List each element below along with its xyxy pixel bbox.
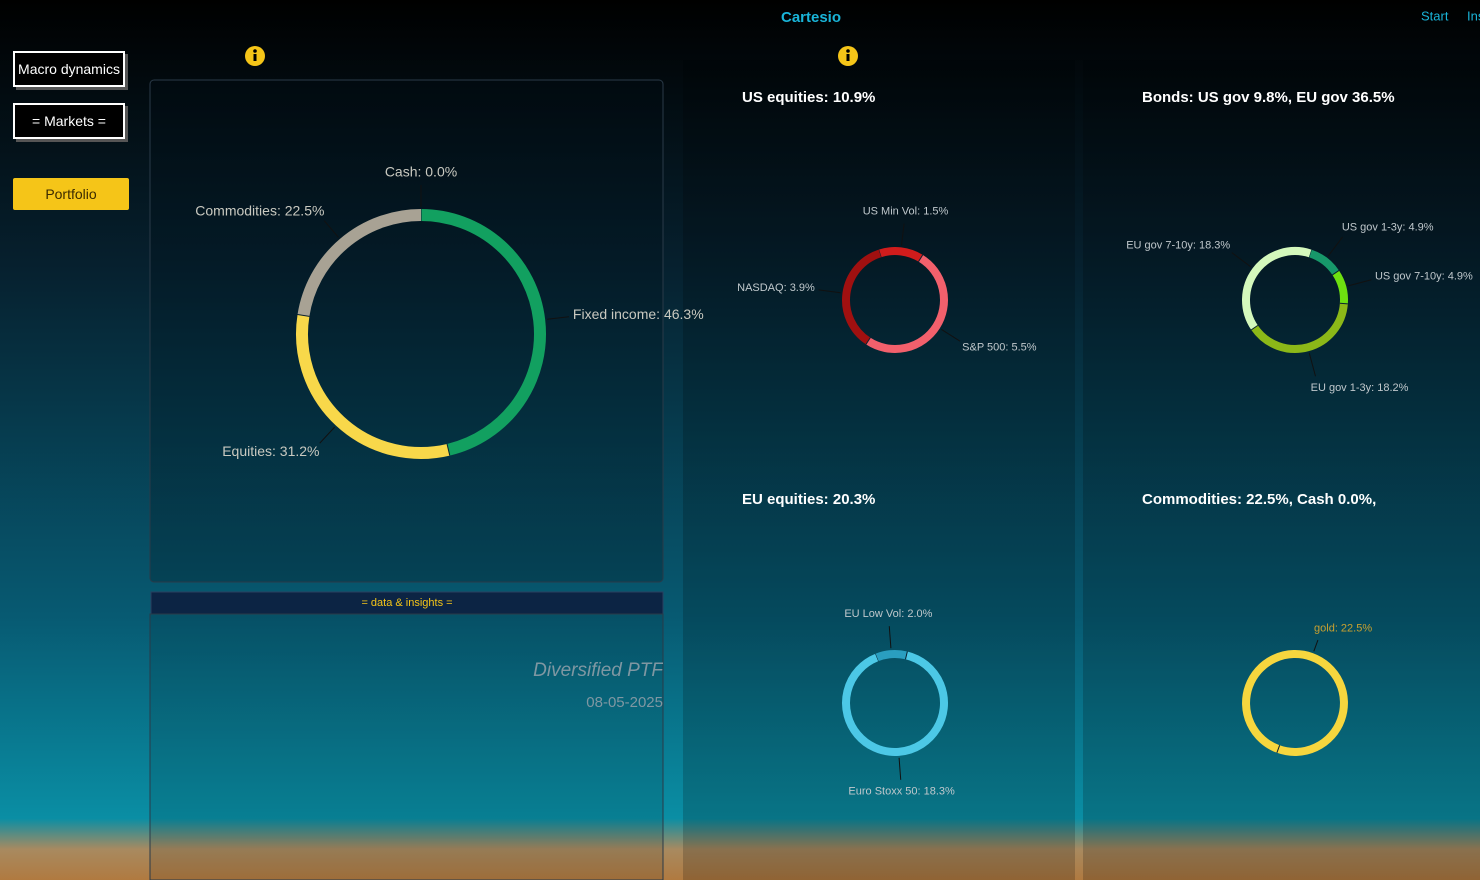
slice-label: US gov 1-3y: 4.9% <box>1342 221 1434 233</box>
leader-line <box>1231 252 1252 268</box>
leader-line <box>1308 352 1316 377</box>
slice-label: US Min Vol: 1.5% <box>863 206 949 218</box>
slice-divider <box>1276 745 1281 753</box>
donut-slice <box>1242 650 1348 756</box>
equities-column <box>683 60 1075 880</box>
leader-line <box>323 220 339 238</box>
leader-line <box>898 757 902 780</box>
slice-divider <box>865 337 871 345</box>
donut-slice <box>1242 247 1312 330</box>
donut-slice <box>875 650 908 662</box>
slice-label: EU gov 1-3y: 18.2% <box>1311 382 1409 394</box>
leader-line <box>1327 236 1343 257</box>
slice-divider <box>446 443 451 456</box>
donut-slice <box>1308 249 1339 276</box>
slice-divider <box>297 313 310 317</box>
panel-title: EU equities: 20.3% <box>742 491 875 508</box>
slice-label: gold: 22.5% <box>1314 623 1372 635</box>
slice-divider <box>1332 270 1340 276</box>
insights-tab-label[interactable]: = data & insights = <box>361 597 452 609</box>
donut-slice <box>420 209 546 456</box>
panel-title: Commodities: 22.5%, Cash 0.0%, <box>1142 491 1376 508</box>
slice-divider <box>1250 324 1259 331</box>
leader-line <box>900 223 905 246</box>
panel-title: Bonds: US gov 9.8%, EU gov 36.5% <box>1142 89 1395 106</box>
portfolio-name: Diversified PTF <box>533 660 664 681</box>
slice-divider <box>904 651 908 660</box>
slice-divider <box>1339 302 1348 305</box>
nav-button[interactable]: = Markets = <box>13 103 125 139</box>
leader-line <box>547 316 570 320</box>
leader-line <box>1348 279 1372 287</box>
slice-label: EU Low Vol: 2.0% <box>844 608 932 620</box>
donut-slice <box>878 247 923 262</box>
insights-content: Diversified PTF 08-05-2025 <box>533 660 664 711</box>
slice-label: EU gov 7-10y: 18.3% <box>1126 239 1230 251</box>
nav-link[interactable]: Start <box>1421 8 1449 23</box>
slice-label: Euro Stoxx 50: 18.3% <box>848 786 955 798</box>
slice-label: US gov 7-10y: 4.9% <box>1375 271 1473 283</box>
slice-label: NASDAQ: 3.9% <box>737 282 815 294</box>
panel-title: US equities: 10.9% <box>742 89 875 106</box>
slice-label: Fixed income: 46.3% <box>573 306 704 322</box>
donut-slice <box>297 209 422 317</box>
insights-panel <box>149 613 664 880</box>
leader-line <box>1313 639 1319 652</box>
portfolio-panel <box>149 79 664 583</box>
donut-slice <box>1251 303 1348 353</box>
donut-slice <box>296 314 450 459</box>
leader-line <box>941 329 961 342</box>
leader-line <box>888 626 892 649</box>
info-icon[interactable] <box>838 46 858 66</box>
slice-label: Cash: 0.0% <box>385 164 457 180</box>
brand[interactable]: Cartesio <box>781 9 841 26</box>
info-icon[interactable] <box>245 46 265 66</box>
slice-label: Equities: 31.2% <box>222 443 319 459</box>
slice-label: S&P 500: 5.5% <box>962 342 1037 354</box>
portfolio-date: 08-05-2025 <box>586 694 663 711</box>
leader-line <box>319 426 336 444</box>
donut-slice <box>1332 270 1348 304</box>
donut-slice <box>865 254 948 353</box>
nav-link[interactable]: Ins <box>1467 8 1480 23</box>
slice-label: Commodities: 22.5% <box>195 202 324 218</box>
nav-button[interactable]: Macro dynamics <box>13 51 125 87</box>
nav-button[interactable]: Portfolio <box>13 178 129 210</box>
donut-slice <box>842 651 948 756</box>
donut-slice <box>842 249 882 345</box>
slice-divider <box>918 254 924 262</box>
bonds-column <box>1083 60 1480 880</box>
leader-line <box>818 289 841 294</box>
